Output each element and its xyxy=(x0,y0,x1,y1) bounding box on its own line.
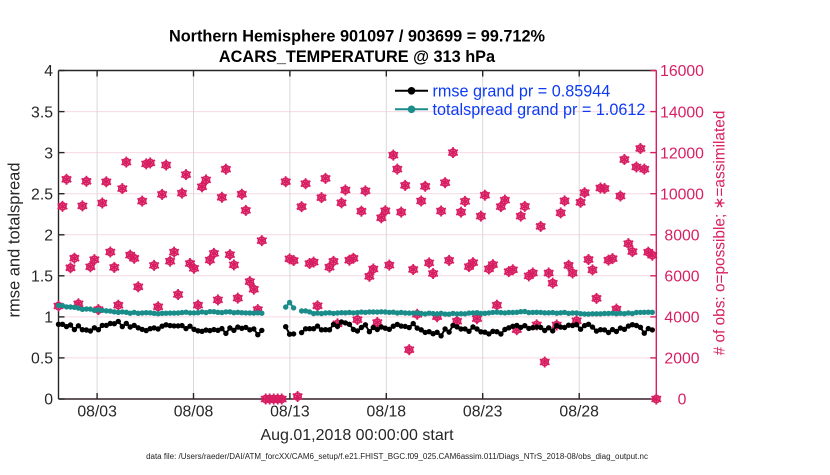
svg-text:2: 2 xyxy=(44,227,53,244)
svg-text:# of obs: o=possible; ∗=assimi: # of obs: o=possible; ∗=assimilated xyxy=(712,111,729,356)
svg-text:4: 4 xyxy=(44,63,53,80)
svg-text:16000: 16000 xyxy=(660,63,704,80)
svg-text:08/23: 08/23 xyxy=(463,404,503,421)
svg-text:08/08: 08/08 xyxy=(174,404,214,421)
svg-text:3: 3 xyxy=(44,145,53,162)
svg-text:0.5: 0.5 xyxy=(31,351,53,368)
svg-text:ACARS_TEMPERATURE @ 313 hPa: ACARS_TEMPERATURE @ 313 hPa xyxy=(219,48,496,66)
svg-text:10000: 10000 xyxy=(660,186,704,203)
svg-text:08/03: 08/03 xyxy=(77,404,117,421)
svg-text:12000: 12000 xyxy=(660,145,704,162)
svg-text:6000: 6000 xyxy=(664,269,699,286)
svg-text:3.5: 3.5 xyxy=(31,104,53,121)
svg-text:0: 0 xyxy=(44,392,53,409)
svg-text:data file: /Users/raeder/DAI/A: data file: /Users/raeder/DAI/ATM_forcXX/… xyxy=(146,452,648,461)
svg-text:08/18: 08/18 xyxy=(367,404,407,421)
svg-text:0: 0 xyxy=(678,392,687,409)
svg-text:2000: 2000 xyxy=(664,351,699,368)
svg-text:Northern Hemisphere 901097 / 9: Northern Hemisphere 901097 / 903699 = 99… xyxy=(169,28,546,46)
svg-text:4000: 4000 xyxy=(664,310,699,327)
svg-text:08/28: 08/28 xyxy=(559,404,599,421)
svg-text:1: 1 xyxy=(44,310,53,327)
svg-text:8000: 8000 xyxy=(664,227,699,244)
svg-text:08/13: 08/13 xyxy=(270,404,310,421)
svg-text:rmse and totalspread: rmse and totalspread xyxy=(6,162,24,317)
svg-text:1.5: 1.5 xyxy=(31,269,53,286)
svg-text:Aug.01,2018 00:00:00 start: Aug.01,2018 00:00:00 start xyxy=(260,427,454,444)
svg-text:2.5: 2.5 xyxy=(31,186,53,203)
svg-text:totalspread grand pr = 1.0612: totalspread grand pr = 1.0612 xyxy=(433,101,646,119)
svg-text:14000: 14000 xyxy=(660,104,704,121)
svg-text:rmse grand pr = 0.85944: rmse grand pr = 0.85944 xyxy=(433,83,611,101)
